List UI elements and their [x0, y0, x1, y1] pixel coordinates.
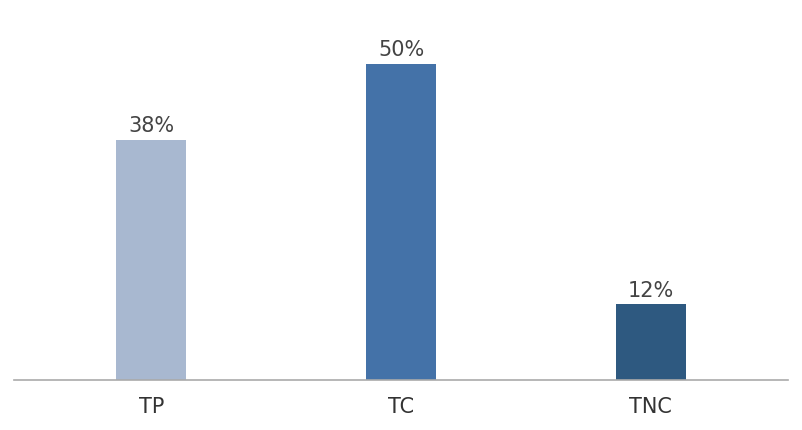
Bar: [116, 140, 186, 380]
Text: 38%: 38%: [128, 116, 174, 136]
Bar: [366, 64, 436, 380]
Text: 50%: 50%: [378, 40, 424, 60]
Text: 12%: 12%: [628, 280, 674, 300]
Bar: [616, 304, 686, 380]
